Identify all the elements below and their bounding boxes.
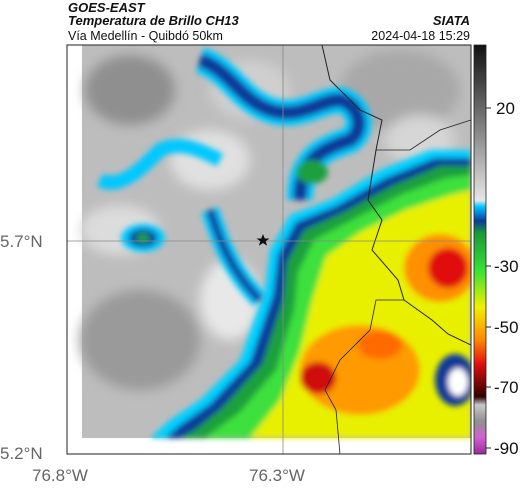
colorbar-tick-label: -70	[494, 378, 519, 397]
org-title: SIATA	[432, 13, 470, 28]
lon-tick-label: 76.3°W	[249, 466, 305, 485]
colorbar-tick-label: -90	[494, 439, 519, 458]
colorbar-tick-label: 20	[496, 99, 515, 118]
product-title: Temperatura de Brillo CH13	[68, 13, 239, 28]
colorbar	[473, 44, 487, 455]
source-title: GOES-EAST	[68, 0, 145, 15]
colorbar-tick-label: -50	[494, 318, 519, 337]
lon-tick-label: 76.8°W	[32, 466, 88, 485]
lat-tick-label: 5.7°N	[0, 232, 43, 251]
star-icon	[256, 234, 270, 246]
map-frame	[66, 44, 472, 455]
lat-tick-label: 5.2°N	[0, 444, 43, 463]
colorbar-tick-label: -30	[494, 257, 519, 276]
location-subtitle: Vía Medellín - Quibdó 50km	[68, 29, 223, 43]
datetime-label: 2024-04-18 15:29	[371, 29, 470, 43]
brightness-temperature-field	[67, 45, 471, 454]
